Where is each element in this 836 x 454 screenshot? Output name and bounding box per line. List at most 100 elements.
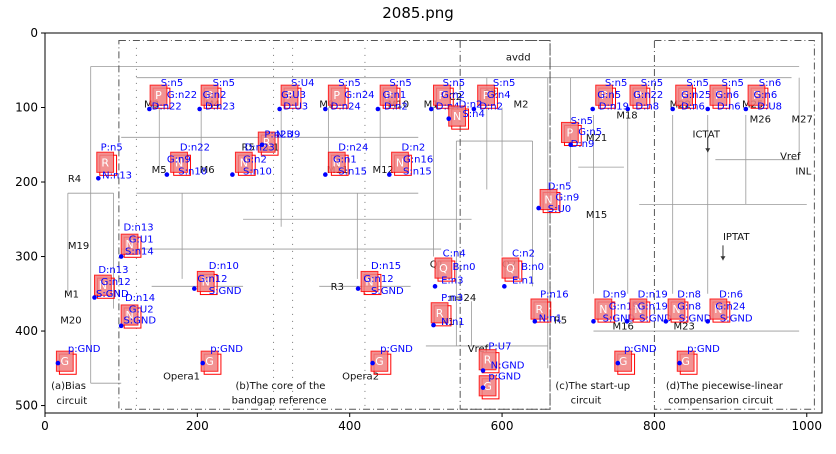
circuit-label: M12: [373, 165, 394, 176]
component-type-letter: G: [681, 355, 690, 368]
pin-label: G:n22: [167, 90, 197, 101]
pin-dot: [370, 360, 375, 366]
component-type-letter: P: [715, 89, 722, 102]
pin-label: D:n19: [599, 102, 629, 113]
arrow-head: [705, 148, 711, 153]
component-box: RP:U7 N:GND: [478, 342, 525, 374]
pin-label: P:n5: [101, 143, 123, 154]
pin-label: G:n2: [243, 155, 267, 166]
pin-label: D:n8: [635, 102, 659, 113]
pin-dot: [387, 172, 392, 177]
pin-label: S:n5: [161, 78, 183, 89]
pin-dot: [96, 175, 101, 181]
component-box: Q C:n4 B:n0 E:n3: [432, 249, 475, 289]
component-type-letter: Q: [439, 262, 448, 275]
pin-label: G:n24: [344, 90, 374, 101]
pin-label: S:n5: [686, 78, 708, 89]
component-fill: [434, 257, 453, 279]
pin-label: G:n24: [715, 301, 745, 312]
component-fill: [501, 257, 520, 279]
pin-label: S:n15: [338, 167, 367, 178]
pin-label: D:n2: [384, 102, 408, 113]
pin-label: D:n2: [459, 100, 483, 111]
component-type-letter: P: [681, 89, 688, 102]
component-type-letter: N: [175, 156, 183, 169]
circuit-label: Vref: [780, 152, 801, 163]
component-type-letter: R: [263, 136, 271, 149]
pin-label: C:n2: [512, 249, 535, 260]
pin-label: D:n19: [638, 290, 668, 301]
pin-label: N:U9: [276, 129, 301, 140]
pin-label: E:n1: [512, 275, 534, 286]
plot-frame: [44, 32, 823, 414]
component-fill: [477, 84, 495, 106]
pin-dot: [277, 106, 282, 112]
pin-dot: [743, 106, 749, 112]
pin-label: S:n10: [243, 167, 272, 178]
component-box: PS:n5G:n1D:n2: [375, 78, 412, 113]
pin-label: D:n23: [245, 143, 275, 154]
component-fill: [280, 84, 299, 106]
component-type-letter: N: [365, 275, 373, 288]
component-fill: [55, 350, 74, 372]
component-box: Q C:n2 B:n0 E:n1: [501, 249, 544, 289]
pin-label: D:U8: [757, 102, 782, 113]
circuit-label: M1: [424, 100, 439, 111]
pin-dot: [568, 142, 573, 148]
component-fill: [257, 131, 276, 153]
pin-label: D:n22: [152, 102, 182, 113]
figure-title: 2085.png: [382, 4, 454, 22]
component-fill: [676, 350, 695, 372]
component-fill: [149, 84, 168, 106]
component-type-letter: G: [61, 355, 70, 368]
pin-label: D:n24: [338, 143, 368, 154]
pin-label: S:n5: [338, 78, 360, 89]
x-tick-label: 400: [338, 419, 361, 433]
component-box: Gp:GND: [614, 344, 657, 375]
pin-dot: [164, 172, 170, 177]
circuit-label: bandgap reference: [232, 395, 327, 406]
circuit-label: circuit: [56, 396, 87, 407]
component-box: N D:n5G:n9S:U0: [536, 181, 579, 215]
y-tick-label: 500: [15, 399, 38, 413]
pin-dot: [480, 385, 486, 390]
pin-label: P:n16: [540, 290, 568, 301]
component-type-letter: P: [567, 126, 574, 139]
pin-label: G:n2: [203, 90, 227, 101]
pin-label: D:n22: [180, 143, 210, 154]
component-box: PS:n5G:n5D:n19: [590, 78, 629, 113]
component-fill: [360, 270, 379, 293]
pin-dot: [355, 286, 361, 291]
pin-label: S:n14: [125, 246, 154, 257]
circuit-label: M15: [586, 210, 607, 221]
component-fill: [170, 151, 188, 173]
pin-dot: [375, 106, 381, 112]
pin-dot: [625, 106, 631, 112]
component-type-letter: G: [205, 355, 214, 368]
component-fill: [709, 298, 728, 320]
circuit-label: M20: [60, 316, 81, 327]
pin-label: D:n2: [402, 143, 426, 154]
circuit-label: (b)The core of the: [235, 381, 325, 392]
pin-label: G:n12: [197, 274, 227, 285]
component-fill: [433, 84, 451, 106]
component-type-letter: R: [484, 354, 492, 367]
component-box: PS:n5G:n2D:n4: [428, 78, 465, 113]
pin-label: S:n5: [605, 78, 627, 89]
pin-label: G:U1: [129, 234, 154, 245]
component-type-letter: P: [385, 89, 392, 102]
pin-label: G:n8: [677, 301, 701, 312]
component-type-letter: N: [240, 156, 248, 169]
pin-label: D:n6: [719, 290, 743, 301]
x-tick-label: 1000: [791, 419, 822, 433]
pin-label: p:GND: [624, 344, 657, 355]
component-fill: [614, 350, 633, 372]
circuit-label: ICTAT: [693, 129, 721, 140]
pin-label: p:GND: [210, 344, 243, 355]
